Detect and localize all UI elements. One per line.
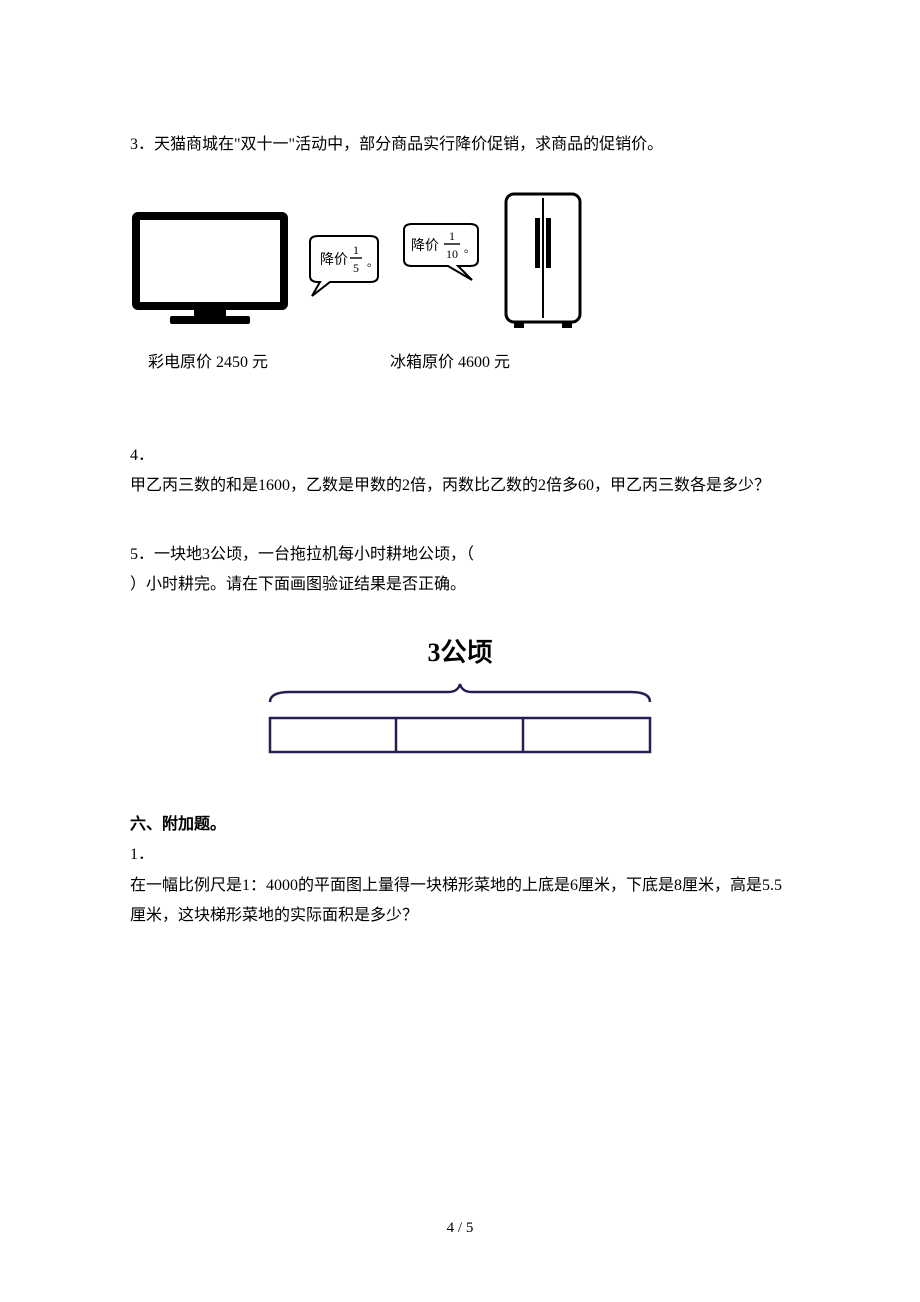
q5-diagram xyxy=(260,680,660,760)
q3-price-row: 彩电原价 2450 元 冰箱原价 4600 元 xyxy=(130,348,790,378)
speech-bubble-icon: 降价 1 10 。 xyxy=(398,220,484,284)
bubble2-denominator: 10 xyxy=(446,247,458,261)
q4-number: 4． xyxy=(130,441,790,471)
q3-text: 天猫商城在"双十一"活动中，部分商品实行降价促销，求商品的促销价。 xyxy=(154,136,663,153)
tv-icon xyxy=(130,210,290,330)
discount-bubble-tv: 降价 1 5 。 xyxy=(304,232,384,304)
q3-product-row: 降价 1 5 。 降价 1 10 。 xyxy=(130,190,790,330)
s6-item1-text: 在一幅比例尺是1：4000的平面图上量得一块梯形菜地的上底是6厘米，下底是8厘米… xyxy=(130,871,790,932)
bubble2-suffix: 。 xyxy=(464,243,475,255)
q3-prompt: 3．天猫商城在"双十一"活动中，部分商品实行降价促销，求商品的促销价。 xyxy=(130,130,790,160)
bubble1-numerator: 1 xyxy=(353,243,359,257)
q3-number: 3． xyxy=(130,136,154,153)
bubble2-prefix: 降价 xyxy=(411,238,439,254)
q4-text: 甲乙丙三数的和是1600，乙数是甲数的2倍，丙数比乙数的2倍多60，甲乙丙三数各… xyxy=(130,471,790,501)
q5-line1-text: 一块地3公顷，一台拖拉机每小时耕地公顷，（ xyxy=(154,546,474,563)
fridge-price-label: 冰箱原价 4600 元 xyxy=(390,348,510,378)
bubble1-prefix: 降价 xyxy=(320,252,348,268)
speech-bubble-icon: 降价 1 5 。 xyxy=(304,232,384,304)
q5-number: 5． xyxy=(130,546,154,563)
q5: 5．一块地3公顷，一台拖拉机每小时耕地公顷，（ ）小时耕完。请在下面画图验证结果… xyxy=(130,540,790,760)
tv xyxy=(130,210,290,330)
page: 3．天猫商城在"双十一"活动中，部分商品实行降价促销，求商品的促销价。 降价 1… xyxy=(0,0,920,1302)
section-6-heading: 六、附加题。 xyxy=(130,810,790,840)
s6-item1-number: 1． xyxy=(130,840,790,870)
q4: 4． 甲乙丙三数的和是1600，乙数是甲数的2倍，丙数比乙数的2倍多60，甲乙丙… xyxy=(130,441,790,502)
fridge-icon xyxy=(502,190,584,330)
bubble1-denominator: 5 xyxy=(353,261,359,275)
q5-line2: ）小时耕完。请在下面画图验证结果是否正确。 xyxy=(130,570,790,600)
page-footer: 4 / 5 xyxy=(0,1214,920,1243)
tv-price-label: 彩电原价 2450 元 xyxy=(148,348,268,378)
q5-figure: 3公顷 xyxy=(130,628,790,759)
bubble1-suffix: 。 xyxy=(367,257,378,269)
discount-bubble-fridge: 降价 1 10 。 xyxy=(398,220,484,284)
fridge xyxy=(498,190,588,330)
bubble2-numerator: 1 xyxy=(449,229,455,243)
q5-line1: 5．一块地3公顷，一台拖拉机每小时耕地公顷，（ xyxy=(130,540,790,570)
section-6: 六、附加题。 1． 在一幅比例尺是1：4000的平面图上量得一块梯形菜地的上底是… xyxy=(130,810,790,932)
q5-figure-label: 3公顷 xyxy=(427,628,492,677)
